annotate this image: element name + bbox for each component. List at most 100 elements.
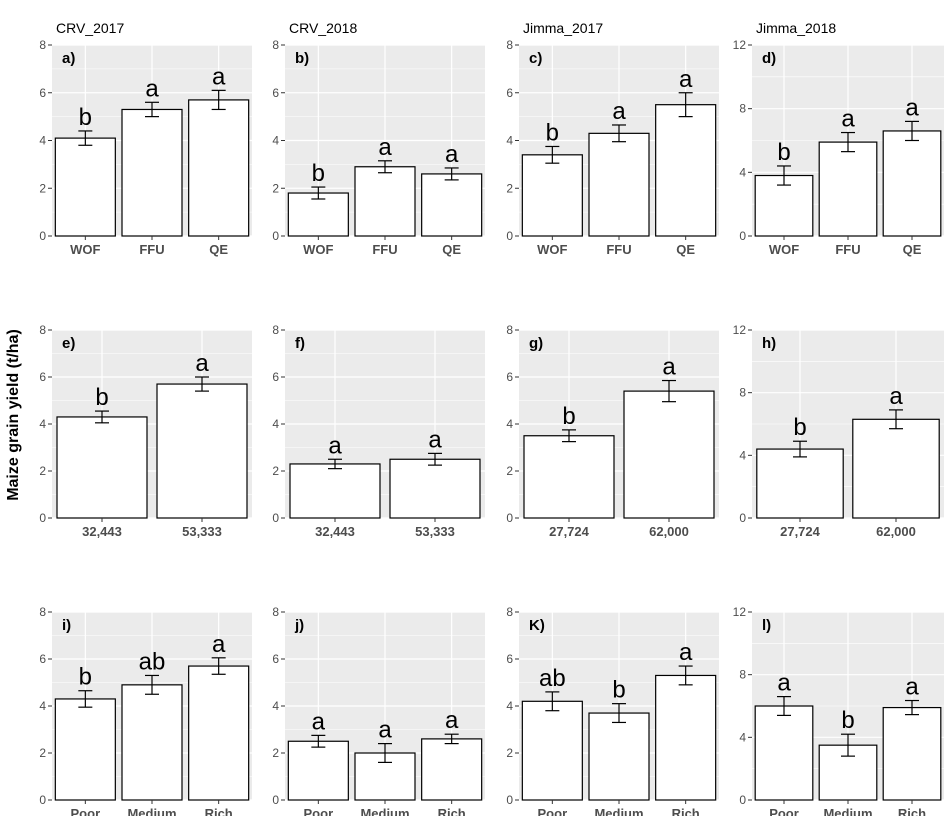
panel-5: 0 2 4 6 8 b 32,443 a 53,333 e) <box>39 323 252 539</box>
bar <box>389 458 481 519</box>
panel-tag: f) <box>295 335 305 352</box>
panel-title: CRV_2018 <box>289 20 357 36</box>
error-bar <box>328 458 342 470</box>
bar <box>756 448 844 519</box>
significance-letter: a <box>679 639 693 666</box>
y-tick-label: 6 <box>506 370 513 384</box>
error-bar <box>777 165 791 186</box>
y-tick-label: 2 <box>39 746 46 760</box>
significance-letter: a <box>428 426 442 453</box>
y-tick-label: 0 <box>272 511 279 525</box>
bar <box>121 108 183 237</box>
significance-letter: ab <box>139 648 166 675</box>
significance-letter: a <box>378 134 392 161</box>
error-bar <box>211 657 226 675</box>
y-tick-label: 2 <box>272 746 279 760</box>
y-tick-label: 0 <box>272 793 279 807</box>
y-tick-label: 0 <box>739 793 746 807</box>
error-bar <box>662 379 676 403</box>
bar <box>588 132 650 237</box>
y-axis-label-text: Maize grain yield (t/ha) <box>5 329 22 501</box>
y-tick-label: 8 <box>39 605 46 619</box>
bar <box>289 463 381 519</box>
bar <box>754 705 814 801</box>
y-tick-label: 6 <box>272 86 279 100</box>
y-tick-label: 8 <box>39 323 46 337</box>
significance-letter: a <box>378 717 392 744</box>
x-tick-label: FFU <box>606 242 631 257</box>
panel-12: 0 4 8 12 a Poor b Medium a Rich l) <box>733 605 944 816</box>
x-tick-label: Rich <box>898 806 926 816</box>
x-tick-label: WOF <box>769 242 799 257</box>
bar <box>188 99 250 237</box>
x-tick-label: Medium <box>127 806 176 816</box>
significance-letter: a <box>905 674 919 701</box>
y-tick-label: 4 <box>272 134 279 148</box>
error-bar <box>678 92 693 118</box>
y-tick-label: 8 <box>39 38 46 52</box>
y-tick-label: 8 <box>272 38 279 52</box>
error-bar <box>211 89 226 111</box>
y-tick-label: 0 <box>506 229 513 243</box>
y-tick-label: 2 <box>506 181 513 195</box>
y-tick-label: 2 <box>39 464 46 478</box>
y-tick-label: 6 <box>39 652 46 666</box>
y-tick-label: 6 <box>272 370 279 384</box>
panel-title: Jimma_2017 <box>523 20 603 36</box>
error-bar <box>562 429 576 443</box>
bar <box>521 700 583 801</box>
panel-tag: h) <box>762 335 776 352</box>
error-bar <box>905 699 919 716</box>
y-tick-label: 8 <box>506 323 513 337</box>
error-bar <box>311 734 326 748</box>
y-tick-label: 12 <box>733 323 747 337</box>
y-tick-label: 0 <box>506 511 513 525</box>
significance-letter: a <box>145 75 159 102</box>
significance-letter: b <box>612 677 625 704</box>
error-bar <box>378 160 392 174</box>
panel-tag: g) <box>529 335 543 352</box>
significance-letter: a <box>328 432 342 459</box>
bar <box>156 383 248 519</box>
x-tick-label: QE <box>676 242 695 257</box>
y-tick-label: 4 <box>506 417 513 431</box>
y-tick-label: 2 <box>39 181 46 195</box>
x-tick-label: Poor <box>304 806 334 816</box>
bar <box>882 706 942 801</box>
panel-tag: l) <box>762 617 771 634</box>
bar <box>818 141 878 237</box>
bar <box>287 740 349 801</box>
bar <box>623 390 715 519</box>
significance-letter: b <box>95 384 108 411</box>
y-tick-label: 4 <box>739 448 746 462</box>
x-tick-label: 62,000 <box>649 524 689 539</box>
panel-11: 0 2 4 6 8 ab Poor b Medium a Rich K) <box>506 605 719 816</box>
bar <box>521 154 583 237</box>
x-tick-label: 32,443 <box>82 524 122 539</box>
x-tick-label: 27,724 <box>549 524 590 539</box>
panel-3: 0 2 4 6 8 b WOF a FFU a QE c) Jimma_2017 <box>506 20 719 257</box>
panel-8: 0 4 8 12 b 27,724 a 62,000 h) <box>733 323 944 539</box>
error-bar <box>793 440 807 458</box>
panel-9: 0 2 4 6 8 b Poor ab Medium a Rich i) <box>39 605 252 816</box>
bar <box>56 416 148 519</box>
significance-letter: a <box>212 631 226 658</box>
y-tick-label: 6 <box>39 86 46 100</box>
error-bar <box>428 452 442 466</box>
y-tick-label: 0 <box>39 511 46 525</box>
panel-tag: j) <box>294 617 304 634</box>
y-tick-label: 4 <box>506 699 513 713</box>
significance-letter: b <box>777 139 790 166</box>
y-tick-label: 0 <box>506 793 513 807</box>
error-bar <box>444 167 459 181</box>
error-bar <box>444 733 459 745</box>
y-tick-label: 6 <box>506 86 513 100</box>
y-tick-label: 0 <box>272 229 279 243</box>
x-tick-label: Rich <box>438 806 466 816</box>
error-bar <box>78 690 93 708</box>
y-tick-label: 0 <box>739 229 746 243</box>
y-tick-label: 12 <box>733 605 747 619</box>
significance-letter: a <box>777 670 791 697</box>
x-tick-label: 53,333 <box>182 524 222 539</box>
y-tick-label: 8 <box>506 38 513 52</box>
